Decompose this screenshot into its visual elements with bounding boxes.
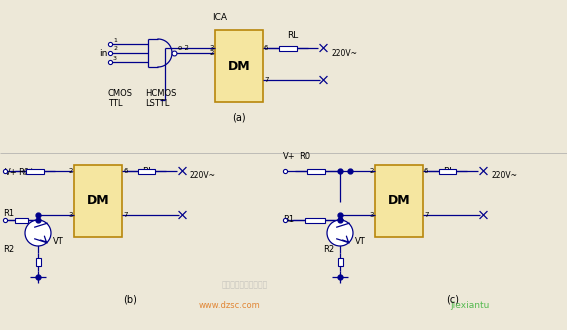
Bar xyxy=(74,165,122,237)
Text: DM: DM xyxy=(228,59,250,73)
Text: DM: DM xyxy=(87,194,109,208)
Bar xyxy=(138,169,155,174)
Text: (b): (b) xyxy=(123,295,137,305)
Circle shape xyxy=(25,220,51,246)
Text: LSTTL: LSTTL xyxy=(145,100,170,109)
Text: 2: 2 xyxy=(69,168,73,174)
Text: 2: 2 xyxy=(113,47,117,51)
Text: (c): (c) xyxy=(446,295,459,305)
Text: V+: V+ xyxy=(283,152,295,161)
Bar xyxy=(215,30,263,102)
Text: R1: R1 xyxy=(3,209,14,218)
Text: 220V~: 220V~ xyxy=(190,172,216,181)
Bar xyxy=(15,217,28,222)
Text: ICA: ICA xyxy=(213,13,227,22)
Text: R1: R1 xyxy=(283,215,294,224)
Text: RL: RL xyxy=(287,30,299,40)
Text: www.dzsc.com: www.dzsc.com xyxy=(199,301,261,310)
Text: 6: 6 xyxy=(264,45,269,51)
Text: 2: 2 xyxy=(370,168,374,174)
Text: 7: 7 xyxy=(123,212,128,218)
Text: VT: VT xyxy=(53,237,64,246)
Text: RL: RL xyxy=(142,167,154,176)
Text: 2: 2 xyxy=(210,50,214,56)
Text: 220V~: 220V~ xyxy=(491,172,517,181)
Text: 6: 6 xyxy=(424,168,429,174)
Bar xyxy=(307,169,325,174)
Text: 3: 3 xyxy=(113,55,117,60)
Bar xyxy=(36,258,40,266)
Bar xyxy=(26,169,44,174)
Text: TTL: TTL xyxy=(108,100,122,109)
Text: R2: R2 xyxy=(3,245,14,253)
Text: o 2: o 2 xyxy=(178,45,189,51)
Text: R2: R2 xyxy=(323,245,334,253)
Text: 3: 3 xyxy=(209,45,214,51)
Text: V+: V+ xyxy=(5,168,18,177)
Text: in: in xyxy=(99,49,107,57)
Text: DM: DM xyxy=(388,194,411,208)
Text: 1: 1 xyxy=(113,38,117,43)
Text: R0*: R0* xyxy=(18,168,33,177)
Text: 3: 3 xyxy=(69,212,73,218)
Bar xyxy=(279,46,297,50)
Text: jiexiantu: jiexiantu xyxy=(450,301,490,310)
Text: 杭州将睿科技有限公司: 杭州将睿科技有限公司 xyxy=(222,280,268,289)
Text: 220V~: 220V~ xyxy=(331,49,357,57)
Bar xyxy=(375,165,423,237)
Text: 3: 3 xyxy=(370,212,374,218)
Circle shape xyxy=(327,220,353,246)
Text: 7: 7 xyxy=(264,77,269,83)
Text: CMOS: CMOS xyxy=(108,88,133,97)
Bar xyxy=(305,217,325,222)
Text: HCMOS: HCMOS xyxy=(145,88,176,97)
Bar xyxy=(337,258,342,266)
Text: (a): (a) xyxy=(232,113,246,123)
Text: 7: 7 xyxy=(424,212,429,218)
Text: VT: VT xyxy=(355,237,366,246)
Bar xyxy=(439,169,456,174)
Text: RL: RL xyxy=(443,167,455,176)
Text: R0: R0 xyxy=(299,152,310,161)
Text: 6: 6 xyxy=(123,168,128,174)
